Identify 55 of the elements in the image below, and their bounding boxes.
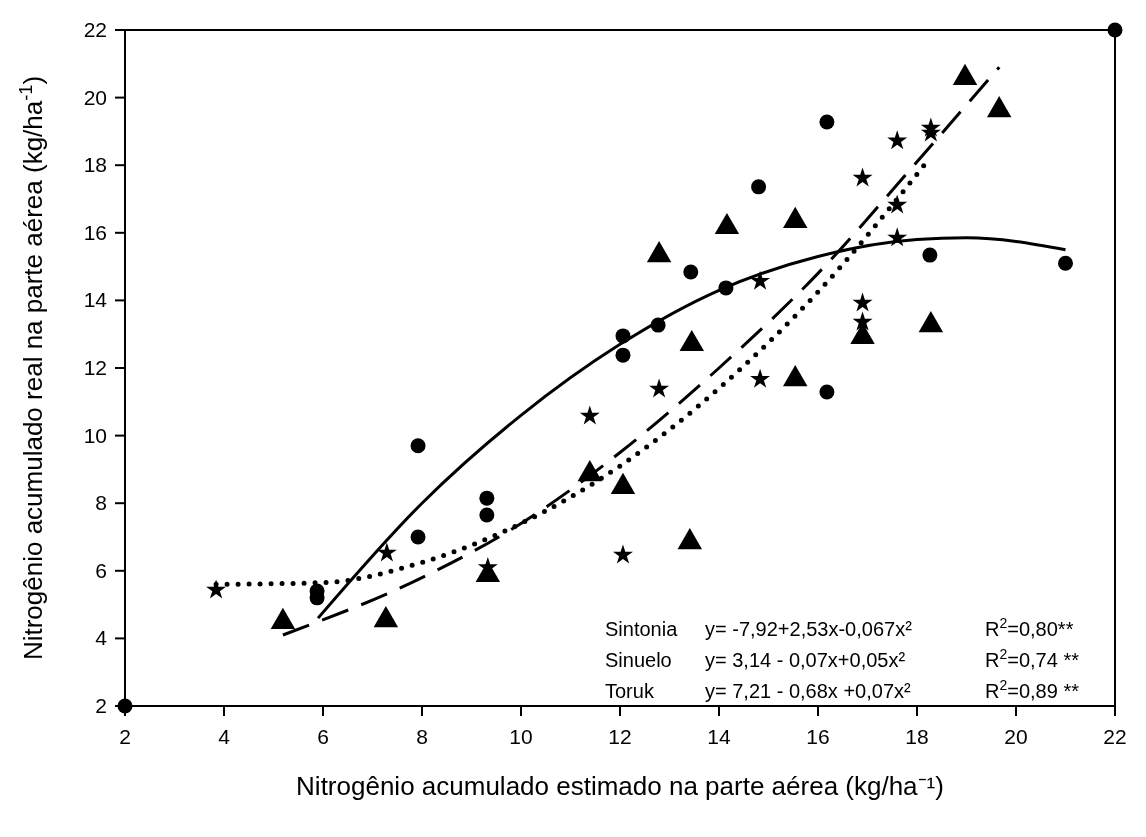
x-tick-label: 4 <box>218 725 231 748</box>
point <box>376 542 397 562</box>
annotation: Toruk <box>605 680 655 702</box>
point <box>750 368 771 388</box>
point <box>612 544 633 564</box>
x-tick-label: 14 <box>707 725 731 748</box>
point <box>750 270 771 290</box>
y-tick-label: 10 <box>83 423 107 447</box>
y-tick-label: 20 <box>83 85 107 109</box>
y-tick-label: 6 <box>95 558 107 582</box>
x-tick-label: 16 <box>806 725 830 748</box>
annotation: R$^{2}$=0,89 ** <box>985 677 1080 702</box>
point <box>579 405 600 425</box>
point <box>922 247 938 263</box>
annotation: Sinuelo <box>605 649 672 671</box>
x-tick-label: 12 <box>608 725 632 748</box>
point <box>410 529 426 545</box>
point <box>615 347 631 363</box>
x-tick-label: 10 <box>509 725 533 748</box>
point <box>751 179 767 195</box>
point <box>479 490 495 506</box>
point <box>852 292 873 312</box>
x-tick-label: 8 <box>416 725 428 748</box>
point <box>819 114 835 130</box>
point <box>479 507 495 523</box>
x-tick-label: 2 <box>119 725 131 748</box>
y-tick-label: 12 <box>83 356 107 379</box>
point <box>117 698 133 714</box>
point <box>852 167 873 187</box>
point <box>649 378 670 398</box>
annotation: Sintonia <box>605 618 679 640</box>
point <box>1058 255 1073 271</box>
x-tick-label: 20 <box>1004 725 1028 748</box>
y-tick-label: 2 <box>95 694 107 717</box>
point <box>1107 22 1123 38</box>
y-tick-label: 18 <box>83 153 107 177</box>
annotation: R$^{2}$=0,74 ** <box>985 646 1080 671</box>
point <box>683 264 699 280</box>
x-tick-label: 6 <box>317 725 329 748</box>
annotation: y= 3,14 - 0,07x+0,05x² <box>705 649 906 671</box>
point <box>819 384 835 400</box>
y-tick-label: 4 <box>95 626 108 650</box>
y-tick-label: 8 <box>95 491 107 515</box>
x-tick-label: 18 <box>905 725 929 748</box>
x-axis-title: Nitrogênio acumulado estimado na parte aérea (kg/ha⁻¹) <box>296 771 944 801</box>
y-tick-label: 14 <box>83 288 108 312</box>
annotation: y= -7,92+2,53x-0,067x² <box>705 618 913 640</box>
x-tick-label: 22 <box>1103 725 1127 748</box>
point <box>887 130 908 150</box>
point <box>852 311 873 331</box>
y-tick-label: 22 <box>83 18 107 41</box>
annotation: R$^{2}$=0,80** <box>985 615 1074 640</box>
y-tick-label: 16 <box>83 220 107 244</box>
annotation: y= 7,21 - 0,68x +0,07x² <box>705 680 912 702</box>
point <box>410 438 426 454</box>
